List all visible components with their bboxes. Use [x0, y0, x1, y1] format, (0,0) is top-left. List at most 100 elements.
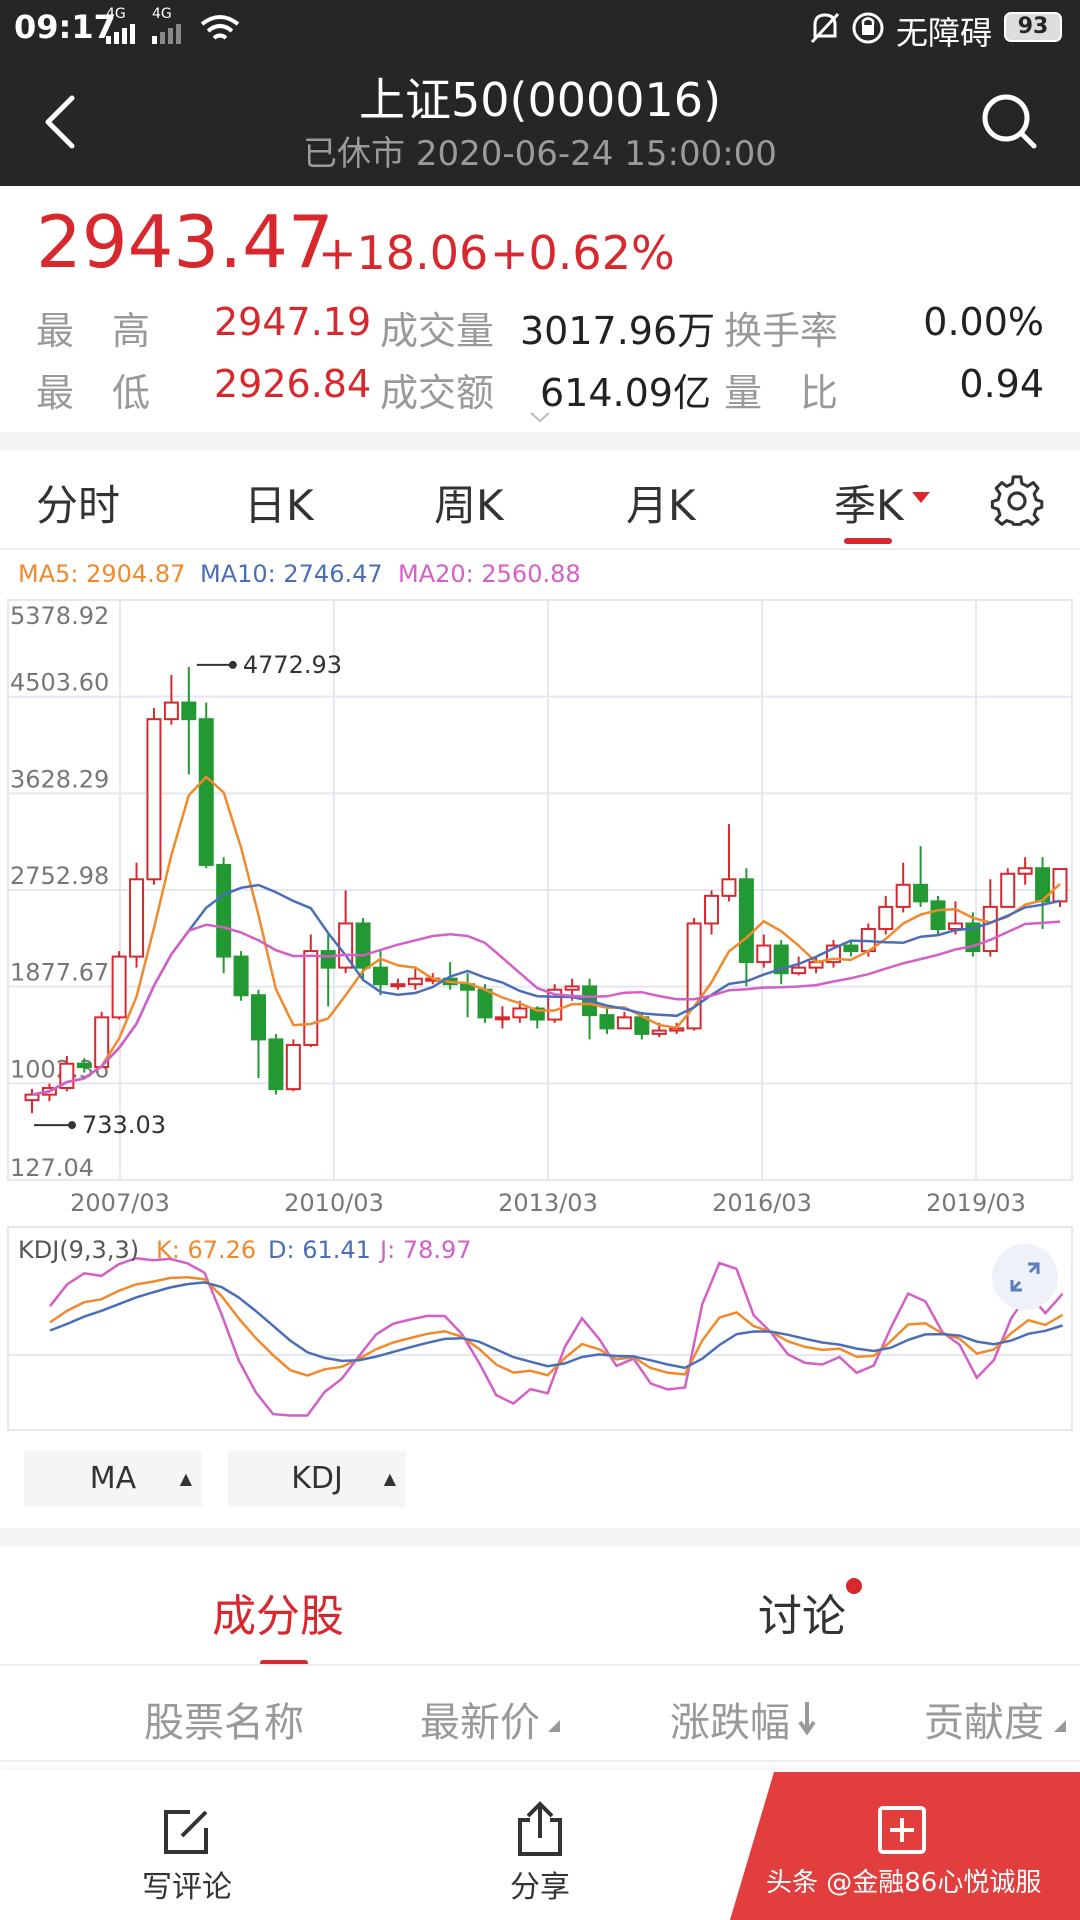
write-comment-label[interactable]: 写评论	[142, 1870, 232, 1905]
x-tick-label: 2013/03	[498, 1189, 598, 1217]
y-tick-label: 5378.92	[10, 602, 109, 630]
share-label[interactable]: 分享	[510, 1870, 570, 1905]
candles	[24, 666, 1068, 1114]
tab-weekly-k[interactable]: 周K	[434, 481, 504, 530]
chart-annotations: 4772.93 733.03	[34, 651, 342, 1139]
amount-value: 614.09亿	[540, 371, 711, 415]
page-title: 上证50(000016)	[358, 73, 722, 127]
search-icon[interactable]	[980, 92, 1038, 150]
section-divider	[0, 432, 1080, 450]
candle-up	[129, 878, 145, 958]
sort-icon	[548, 1720, 560, 1732]
add-watchlist-button[interactable]	[730, 1772, 1080, 1920]
price-change-percent: +0.62%	[490, 226, 675, 280]
market-status-subtitle: 已休市 2020-06-24 15:00:00	[303, 134, 777, 174]
candle-down	[843, 944, 859, 953]
kdj-lines	[49, 1256, 1064, 1417]
bottom-tab-indicator	[260, 1660, 308, 1666]
candle-up	[895, 883, 911, 908]
candle-down	[216, 863, 232, 958]
candle-down	[477, 988, 493, 1019]
tab-dropdown-icon[interactable]	[912, 492, 930, 504]
candle-up	[721, 878, 737, 897]
candle-down	[181, 701, 197, 721]
active-tab-indicator	[844, 538, 892, 544]
tabs-divider	[0, 1664, 1080, 1666]
x-tick-label: 2010/03	[284, 1189, 384, 1217]
tab-discussion[interactable]: 讨论	[758, 1591, 846, 1642]
unread-dot	[846, 1578, 862, 1594]
candle-down	[599, 1014, 615, 1030]
candle-up	[111, 955, 127, 1019]
low-value: 2926.84	[214, 362, 372, 406]
candle-down	[268, 1038, 284, 1091]
candle-down	[76, 1062, 92, 1069]
fullscreen-button[interactable]	[992, 1244, 1058, 1310]
ma5-legend: MA5: 2904.87	[18, 560, 186, 588]
moving-average-lines	[31, 775, 1061, 1096]
ma10-legend: MA10: 2746.47	[200, 560, 383, 588]
column-latest-price[interactable]: 最新价	[420, 1700, 540, 1746]
watermark: 头条 @金融86心悦诚服	[766, 1868, 1042, 1898]
price-change: +18.06	[318, 226, 489, 280]
candlestick-chart[interactable]: 5378.924503.603628.292752.981877.671002.…	[0, 555, 1080, 1455]
signal-label-1: 4G	[106, 6, 126, 22]
min-label: 733.03	[82, 1111, 166, 1139]
column-change-percent[interactable]: 涨跌幅	[670, 1700, 790, 1746]
max-label: 4772.93	[243, 651, 342, 679]
kdj-legend-k: K: 67.26	[156, 1236, 257, 1264]
status-time: 09:17	[14, 8, 116, 46]
candle-up	[1000, 872, 1016, 908]
tab-daily-k[interactable]: 日K	[244, 481, 314, 530]
kdj-legend-d: D: 61.41	[268, 1236, 371, 1264]
candle-down	[355, 922, 371, 969]
candle-up	[407, 977, 423, 986]
tab-monthly-k[interactable]: 月K	[626, 481, 696, 530]
candle-down	[773, 944, 789, 975]
candle-down	[198, 718, 214, 866]
section-divider-2	[0, 1528, 1080, 1546]
kdj-d-line	[49, 1281, 1063, 1370]
signal-label-2: 4G	[152, 6, 172, 22]
ma-selector-label: MA	[89, 1461, 137, 1496]
kdj-selector-label: KDJ	[291, 1461, 343, 1496]
x-tick-label: 2007/03	[70, 1189, 170, 1217]
kdj-indicator-selector[interactable]: KDJ ▲	[228, 1451, 406, 1507]
turnover-value: 0.00%	[923, 300, 1044, 344]
kdj-border	[7, 1226, 1073, 1431]
expand-chevron-icon[interactable]	[528, 410, 552, 424]
kdj-j-line	[49, 1256, 1064, 1417]
signal-strength-icon	[106, 24, 135, 44]
ma20-line	[31, 920, 1061, 1096]
volume-value: 3017.96万	[520, 309, 716, 353]
candle-down	[251, 994, 267, 1041]
candle-up	[1017, 867, 1033, 875]
chart-grid	[7, 599, 1073, 1181]
y-tick-label: 3628.29	[10, 765, 109, 793]
back-arrow-icon[interactable]	[42, 94, 78, 150]
candle-up	[146, 718, 162, 881]
tab-intraday[interactable]: 分时	[36, 481, 121, 530]
x-tick-label: 2019/03	[926, 1189, 1026, 1217]
tab-constituents[interactable]: 成分股	[212, 1591, 344, 1642]
candle-up	[791, 966, 807, 975]
candle-up	[24, 1093, 40, 1102]
candle-up	[494, 1016, 510, 1021]
ma-indicator-selector[interactable]: MA ▲	[24, 1451, 202, 1507]
accessibility-icon	[852, 12, 884, 44]
candle-up	[163, 701, 179, 721]
share-icon[interactable]	[514, 1800, 566, 1858]
y-tick-label: 2752.98	[10, 862, 109, 890]
x-tick-label: 2016/03	[712, 1189, 812, 1217]
tab-quarterly-k[interactable]: 季K	[834, 481, 904, 530]
column-stock-name: 股票名称	[144, 1700, 304, 1746]
column-contribution[interactable]: 贡献度	[924, 1700, 1044, 1746]
write-comment-icon[interactable]	[160, 1806, 212, 1858]
candle-up	[512, 1007, 528, 1019]
low-label: 最 低	[36, 371, 151, 415]
current-price: 2943.47	[36, 200, 334, 284]
dropdown-up-icon: ▲	[179, 1469, 192, 1488]
candle-up	[982, 905, 998, 953]
settings-gear-icon[interactable]	[990, 474, 1044, 528]
y-axis-labels: 5378.924503.603628.292752.981877.671002.…	[10, 602, 109, 1182]
